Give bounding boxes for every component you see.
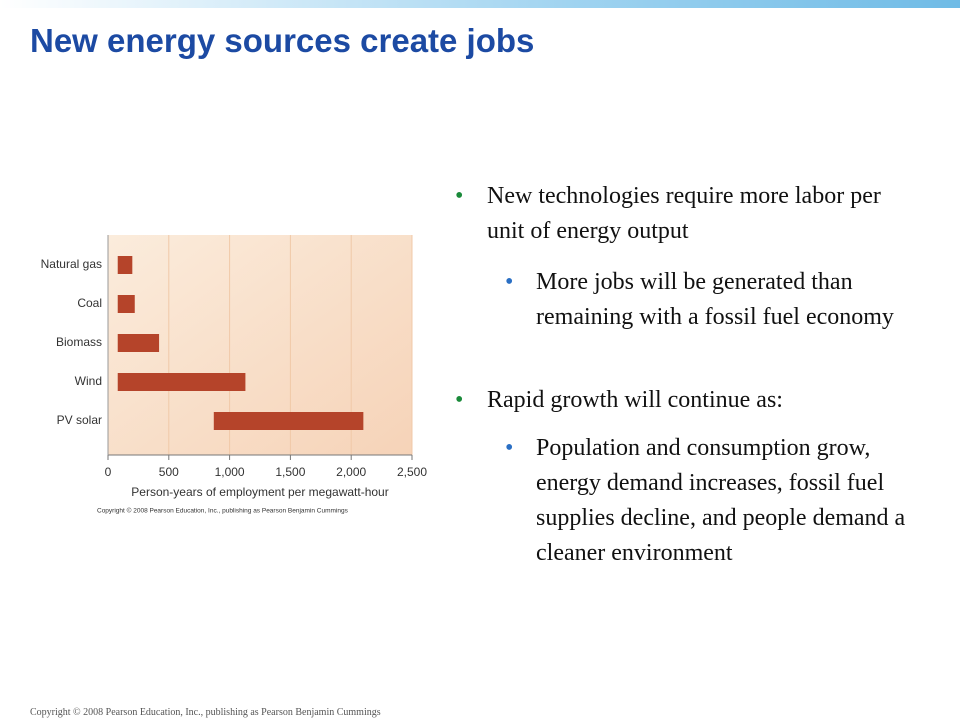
x-tick-label: 1,500 (275, 465, 305, 479)
x-tick-label: 2,000 (336, 465, 366, 479)
bar (117, 295, 135, 313)
y-tick-label: PV solar (57, 413, 102, 427)
sub-bullet-text: Population and consumption grow, energy … (536, 435, 906, 566)
bullet-dot: • (505, 435, 514, 461)
bullet-dot: • (505, 269, 514, 295)
bar (117, 256, 133, 274)
bullet-text: New technologies require more labor per … (487, 183, 881, 244)
y-tick-label: Coal (77, 296, 102, 310)
y-tick-label: Biomass (56, 335, 102, 349)
x-tick-label: 2,500 (397, 465, 427, 479)
slide-title: New energy sources create jobs (30, 22, 535, 59)
footer: Copyright © 2008 Pearson Education, Inc.… (30, 707, 381, 718)
x-tick-label: 500 (159, 465, 179, 479)
y-tick-label: Wind (75, 374, 102, 388)
bar (117, 373, 246, 391)
top-bar (0, 0, 960, 8)
bullet-dot: • (455, 387, 464, 413)
bar (213, 412, 364, 430)
sub-bullet-text: More jobs will be generated than remaini… (536, 269, 894, 330)
y-tick-label: Natural gas (41, 257, 102, 271)
x-tick-label: 1,000 (215, 465, 245, 479)
bullet-text: Rapid growth will continue as: (487, 387, 783, 413)
bullet-dot: • (455, 183, 464, 209)
x-tick-label: 0 (105, 465, 112, 479)
bar (117, 334, 160, 352)
x-axis-label: Person-years of employment per megawatt-… (131, 485, 388, 499)
chart-credit: Copyright © 2008 Pearson Education, Inc.… (97, 507, 349, 515)
